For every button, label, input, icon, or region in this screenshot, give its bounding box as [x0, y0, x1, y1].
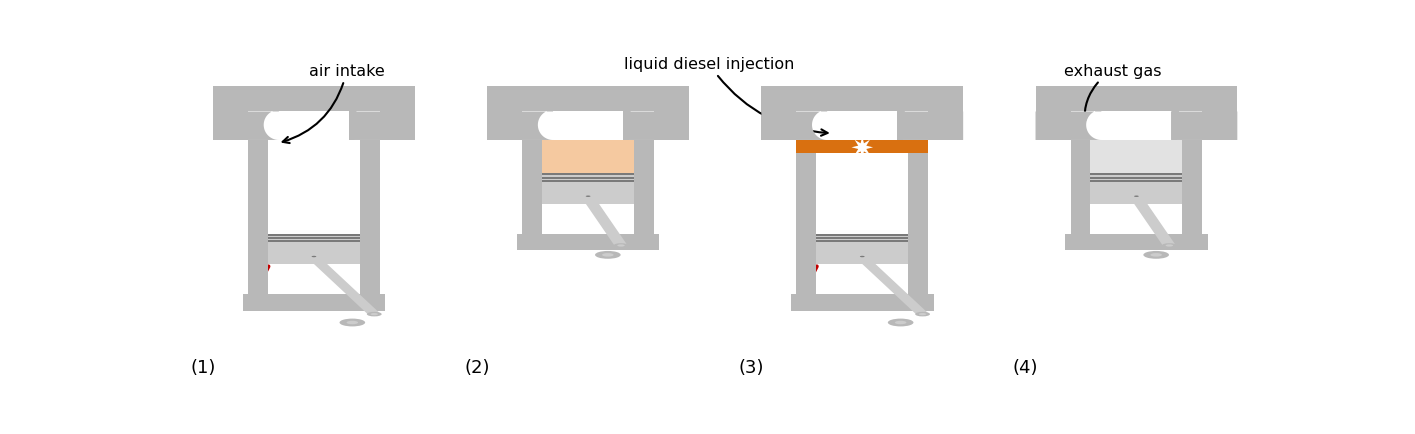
Circle shape — [311, 256, 317, 258]
Circle shape — [918, 313, 927, 316]
Bar — [634, 141, 654, 234]
Bar — [816, 234, 908, 236]
Polygon shape — [582, 198, 628, 246]
Bar — [267, 237, 359, 240]
Text: exhaust gas: exhaust gas — [1064, 63, 1162, 122]
Bar — [1091, 174, 1183, 176]
Bar — [248, 112, 279, 141]
Bar — [350, 112, 379, 141]
Bar — [214, 112, 279, 141]
Bar — [1036, 87, 1237, 112]
Circle shape — [347, 321, 358, 325]
Circle shape — [596, 251, 621, 259]
Bar — [797, 141, 928, 154]
Bar — [797, 112, 828, 141]
Circle shape — [916, 312, 930, 317]
Bar — [1036, 112, 1101, 141]
Text: air intake: air intake — [283, 63, 385, 144]
Bar — [267, 234, 359, 236]
Bar — [487, 112, 553, 141]
Bar — [1071, 141, 1091, 234]
Text: liquid diesel injection: liquid diesel injection — [624, 57, 828, 136]
Polygon shape — [1036, 111, 1101, 141]
Bar — [243, 294, 385, 311]
Circle shape — [614, 243, 628, 248]
Text: (4): (4) — [1013, 358, 1039, 376]
Bar — [359, 141, 379, 294]
Bar — [1091, 174, 1183, 204]
Text: (3): (3) — [739, 358, 764, 376]
Bar — [816, 237, 908, 240]
Polygon shape — [1129, 198, 1176, 246]
Polygon shape — [487, 111, 553, 141]
Bar — [897, 112, 964, 141]
Bar — [542, 178, 634, 179]
Polygon shape — [307, 258, 381, 314]
Circle shape — [894, 321, 907, 325]
Polygon shape — [1172, 111, 1237, 141]
Bar — [1091, 141, 1183, 174]
Circle shape — [887, 319, 914, 327]
Bar — [623, 112, 654, 141]
Bar — [522, 112, 553, 141]
Circle shape — [340, 319, 365, 327]
Bar — [487, 87, 689, 112]
Bar — [1065, 234, 1208, 251]
Circle shape — [1143, 251, 1169, 259]
Polygon shape — [623, 111, 689, 141]
Bar — [1091, 178, 1183, 179]
Bar — [816, 241, 908, 243]
Bar — [542, 141, 634, 174]
Polygon shape — [761, 111, 828, 141]
Bar — [267, 241, 359, 243]
Polygon shape — [856, 258, 930, 314]
Bar — [350, 112, 415, 141]
Circle shape — [603, 253, 614, 257]
Bar — [516, 234, 659, 251]
Bar — [897, 112, 928, 141]
Bar — [1172, 112, 1237, 141]
Bar — [1183, 141, 1203, 234]
Bar — [797, 141, 816, 294]
Circle shape — [860, 256, 865, 258]
Bar — [791, 294, 934, 311]
Bar — [542, 174, 634, 176]
Bar — [267, 234, 359, 264]
Circle shape — [371, 313, 378, 316]
Circle shape — [1150, 253, 1162, 257]
Bar — [214, 87, 415, 112]
Text: (1): (1) — [190, 358, 215, 376]
Bar — [1091, 181, 1183, 183]
Polygon shape — [214, 111, 279, 141]
Bar — [761, 112, 828, 141]
Text: (2): (2) — [464, 358, 490, 376]
Bar — [761, 87, 964, 112]
Bar — [522, 141, 542, 234]
Bar — [623, 112, 689, 141]
Circle shape — [1162, 243, 1177, 248]
Circle shape — [1166, 245, 1173, 247]
Circle shape — [617, 245, 624, 247]
Bar — [1071, 112, 1101, 141]
Bar — [542, 174, 634, 204]
Bar — [542, 181, 634, 183]
Polygon shape — [897, 111, 964, 141]
Circle shape — [366, 312, 382, 317]
Polygon shape — [852, 137, 873, 159]
Bar — [816, 234, 908, 264]
Polygon shape — [350, 111, 415, 141]
Bar — [908, 141, 928, 294]
Circle shape — [586, 196, 590, 197]
Circle shape — [1133, 196, 1139, 197]
Bar — [1172, 112, 1203, 141]
Bar — [248, 141, 267, 294]
